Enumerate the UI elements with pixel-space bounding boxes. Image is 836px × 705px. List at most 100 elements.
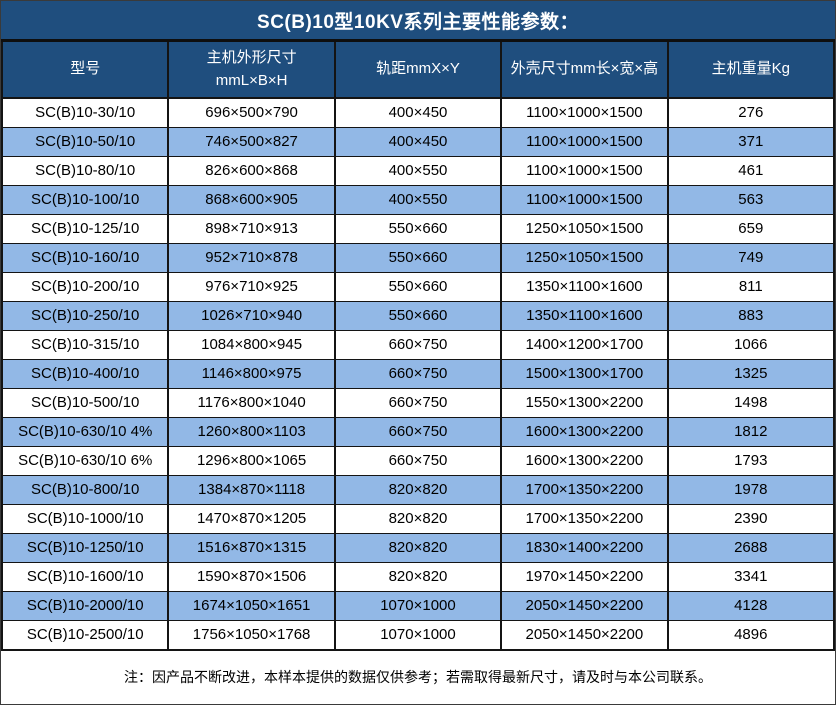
table-row: SC(B)10-500/10 1176×800×1040 660×750 155… bbox=[1, 387, 835, 418]
cell-shell-dimensions: 1970×1450×2200 bbox=[500, 561, 669, 592]
cell-main-dimensions: 1516×870×1315 bbox=[167, 532, 336, 563]
cell-model: SC(B)10-1600/10 bbox=[1, 561, 170, 592]
cell-rail-gauge: 550×660 bbox=[333, 300, 503, 331]
cell-weight: 4128 bbox=[666, 590, 835, 621]
cell-rail-gauge: 400×450 bbox=[333, 126, 503, 157]
cell-model: SC(B)10-400/10 bbox=[1, 358, 170, 389]
cell-shell-dimensions: 1600×1300×2200 bbox=[500, 416, 669, 447]
cell-model: SC(B)10-160/10 bbox=[1, 242, 170, 273]
cell-main-dimensions: 1176×800×1040 bbox=[167, 387, 336, 418]
column-header-model: 型号 bbox=[1, 42, 170, 99]
cell-rail-gauge: 660×750 bbox=[333, 358, 503, 389]
cell-rail-gauge: 660×750 bbox=[333, 416, 503, 447]
cell-shell-dimensions: 1700×1350×2200 bbox=[500, 503, 669, 534]
cell-model: SC(B)10-1250/10 bbox=[1, 532, 170, 563]
cell-model: SC(B)10-315/10 bbox=[1, 329, 170, 360]
cell-weight: 2390 bbox=[666, 503, 835, 534]
cell-rail-gauge: 660×750 bbox=[333, 329, 503, 360]
cell-shell-dimensions: 1100×1000×1500 bbox=[500, 97, 669, 128]
table-row: SC(B)10-80/10 826×600×868 400×550 1100×1… bbox=[1, 155, 835, 186]
cell-weight: 659 bbox=[666, 213, 835, 244]
cell-weight: 563 bbox=[666, 184, 835, 215]
page-title: SC(B)10型10KV系列主要性能参数： bbox=[1, 1, 835, 42]
cell-model: SC(B)10-200/10 bbox=[1, 271, 170, 302]
table-row: SC(B)10-315/10 1084×800×945 660×750 1400… bbox=[1, 329, 835, 360]
cell-main-dimensions: 868×600×905 bbox=[167, 184, 336, 215]
cell-shell-dimensions: 1100×1000×1500 bbox=[500, 184, 669, 215]
table-row: SC(B)10-2000/10 1674×1050×1651 1070×1000… bbox=[1, 590, 835, 621]
cell-rail-gauge: 660×750 bbox=[333, 387, 503, 418]
table-row: SC(B)10-1000/10 1470×870×1205 820×820 17… bbox=[1, 503, 835, 534]
cell-shell-dimensions: 1600×1300×2200 bbox=[500, 445, 669, 476]
cell-rail-gauge: 1070×1000 bbox=[333, 619, 503, 650]
spec-table: 型号 主机外形尺寸 mmL×B×H 轨距mmX×Y 外壳尺寸mm长×宽×高 主机… bbox=[1, 42, 835, 650]
cell-shell-dimensions: 1350×1100×1600 bbox=[500, 300, 669, 331]
table-row: SC(B)10-50/10 746×500×827 400×450 1100×1… bbox=[1, 126, 835, 157]
cell-main-dimensions: 1084×800×945 bbox=[167, 329, 336, 360]
cell-rail-gauge: 550×660 bbox=[333, 213, 503, 244]
cell-weight: 1978 bbox=[666, 474, 835, 505]
cell-main-dimensions: 898×710×913 bbox=[167, 213, 336, 244]
cell-main-dimensions: 1674×1050×1651 bbox=[167, 590, 336, 621]
cell-weight: 3341 bbox=[666, 561, 835, 592]
cell-weight: 811 bbox=[666, 271, 835, 302]
cell-main-dimensions: 696×500×790 bbox=[167, 97, 336, 128]
cell-main-dimensions: 1470×870×1205 bbox=[167, 503, 336, 534]
cell-shell-dimensions: 1550×1300×2200 bbox=[500, 387, 669, 418]
column-header-weight: 主机重量Kg bbox=[666, 42, 835, 99]
cell-model: SC(B)10-2000/10 bbox=[1, 590, 170, 621]
cell-main-dimensions: 746×500×827 bbox=[167, 126, 336, 157]
cell-main-dimensions: 1296×800×1065 bbox=[167, 445, 336, 476]
cell-rail-gauge: 660×750 bbox=[333, 445, 503, 476]
table-header-row: 型号 主机外形尺寸 mmL×B×H 轨距mmX×Y 外壳尺寸mm长×宽×高 主机… bbox=[1, 42, 835, 99]
cell-model: SC(B)10-630/10 6% bbox=[1, 445, 170, 476]
cell-main-dimensions: 952×710×878 bbox=[167, 242, 336, 273]
cell-shell-dimensions: 1700×1350×2200 bbox=[500, 474, 669, 505]
cell-model: SC(B)10-250/10 bbox=[1, 300, 170, 331]
footnote: 注：因产品不断改进，本样本提供的数据仅供参考；若需取得最新尺寸，请及时与本公司联… bbox=[1, 649, 835, 704]
cell-shell-dimensions: 1500×1300×1700 bbox=[500, 358, 669, 389]
table-row: SC(B)10-630/10 6% 1296×800×1065 660×750 … bbox=[1, 445, 835, 476]
table-row: SC(B)10-1250/10 1516×870×1315 820×820 18… bbox=[1, 532, 835, 563]
table-row: SC(B)10-1600/10 1590×870×1506 820×820 19… bbox=[1, 561, 835, 592]
table-row: SC(B)10-125/10 898×710×913 550×660 1250×… bbox=[1, 213, 835, 244]
cell-weight: 749 bbox=[666, 242, 835, 273]
cell-shell-dimensions: 2050×1450×2200 bbox=[500, 590, 669, 621]
cell-shell-dimensions: 1830×1400×2200 bbox=[500, 532, 669, 563]
cell-rail-gauge: 400×550 bbox=[333, 155, 503, 186]
cell-rail-gauge: 550×660 bbox=[333, 242, 503, 273]
cell-rail-gauge: 1070×1000 bbox=[333, 590, 503, 621]
table-row: SC(B)10-160/10 952×710×878 550×660 1250×… bbox=[1, 242, 835, 273]
cell-rail-gauge: 820×820 bbox=[333, 474, 503, 505]
table-row: SC(B)10-100/10 868×600×905 400×550 1100×… bbox=[1, 184, 835, 215]
table-row: SC(B)10-800/10 1384×870×1118 820×820 170… bbox=[1, 474, 835, 505]
cell-main-dimensions: 1026×710×940 bbox=[167, 300, 336, 331]
cell-main-dimensions: 1146×800×975 bbox=[167, 358, 336, 389]
cell-weight: 2688 bbox=[666, 532, 835, 563]
cell-model: SC(B)10-1000/10 bbox=[1, 503, 170, 534]
cell-rail-gauge: 400×550 bbox=[333, 184, 503, 215]
table-row: SC(B)10-250/10 1026×710×940 550×660 1350… bbox=[1, 300, 835, 331]
column-header-shell-dimensions: 外壳尺寸mm长×宽×高 bbox=[500, 42, 669, 99]
cell-model: SC(B)10-800/10 bbox=[1, 474, 170, 505]
table-row: SC(B)10-400/10 1146×800×975 660×750 1500… bbox=[1, 358, 835, 389]
cell-main-dimensions: 976×710×925 bbox=[167, 271, 336, 302]
cell-main-dimensions: 1260×800×1103 bbox=[167, 416, 336, 447]
cell-rail-gauge: 400×450 bbox=[333, 97, 503, 128]
table-row: SC(B)10-30/10 696×500×790 400×450 1100×1… bbox=[1, 97, 835, 128]
cell-weight: 883 bbox=[666, 300, 835, 331]
cell-weight: 1498 bbox=[666, 387, 835, 418]
cell-weight: 371 bbox=[666, 126, 835, 157]
cell-rail-gauge: 820×820 bbox=[333, 503, 503, 534]
cell-model: SC(B)10-30/10 bbox=[1, 97, 170, 128]
cell-weight: 1812 bbox=[666, 416, 835, 447]
cell-model: SC(B)10-125/10 bbox=[1, 213, 170, 244]
table-row: SC(B)10-200/10 976×710×925 550×660 1350×… bbox=[1, 271, 835, 302]
cell-shell-dimensions: 1250×1050×1500 bbox=[500, 242, 669, 273]
cell-main-dimensions: 1756×1050×1768 bbox=[167, 619, 336, 650]
cell-rail-gauge: 550×660 bbox=[333, 271, 503, 302]
cell-main-dimensions: 1384×870×1118 bbox=[167, 474, 336, 505]
cell-shell-dimensions: 1350×1100×1600 bbox=[500, 271, 669, 302]
cell-model: SC(B)10-50/10 bbox=[1, 126, 170, 157]
cell-model: SC(B)10-2500/10 bbox=[1, 619, 170, 650]
